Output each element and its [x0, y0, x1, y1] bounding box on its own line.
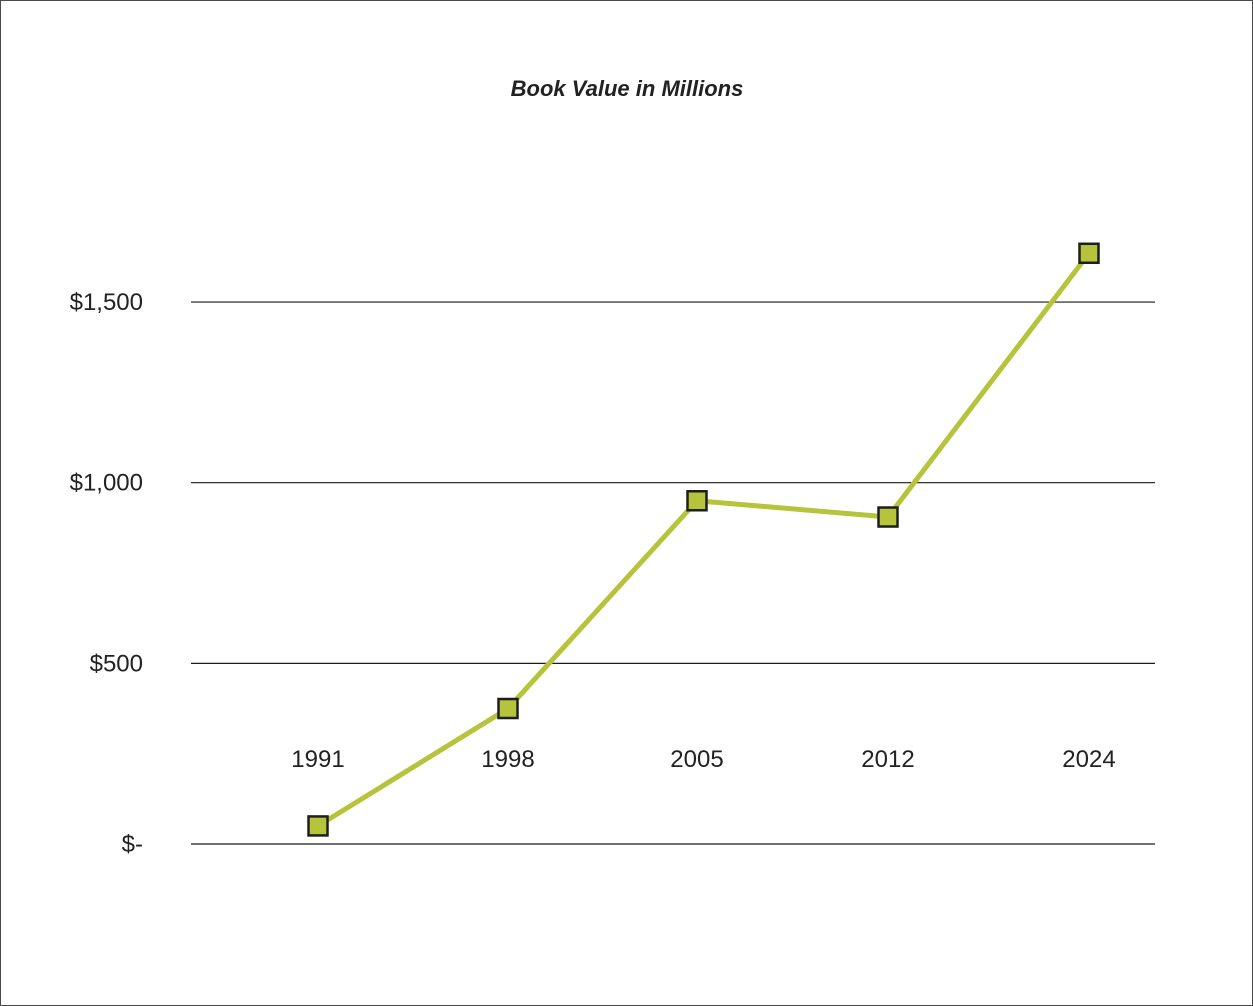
x-axis-tick-labels: 1991 1998 2005 2012 2024 — [291, 746, 1115, 773]
y-tick-label-3: $1,500 — [70, 289, 143, 316]
y-axis-tick-labels: $- $500 $1,000 $1,500 — [70, 289, 143, 858]
x-tick-label-4: 2024 — [1062, 746, 1115, 773]
series-group — [307, 242, 1100, 837]
data-point-2024 — [1078, 242, 1100, 265]
y-tick-label-0: $- — [122, 831, 143, 858]
data-point-1998 — [497, 697, 519, 720]
y-tick-label-2: $1,000 — [70, 470, 143, 497]
chart-title: Book Value in Millions — [511, 76, 744, 101]
gridlines — [191, 301, 1155, 845]
x-tick-label-1: 1998 — [481, 746, 534, 773]
x-tick-label-3: 2012 — [861, 746, 914, 773]
data-point-2012 — [877, 506, 899, 528]
data-point-1991 — [307, 815, 329, 837]
x-tick-label-2: 2005 — [670, 746, 723, 773]
data-point-2005 — [686, 490, 708, 512]
y-tick-label-1: $500 — [90, 650, 143, 677]
x-tick-label-0: 1991 — [291, 746, 344, 773]
series-line-0 — [315, 250, 1092, 829]
